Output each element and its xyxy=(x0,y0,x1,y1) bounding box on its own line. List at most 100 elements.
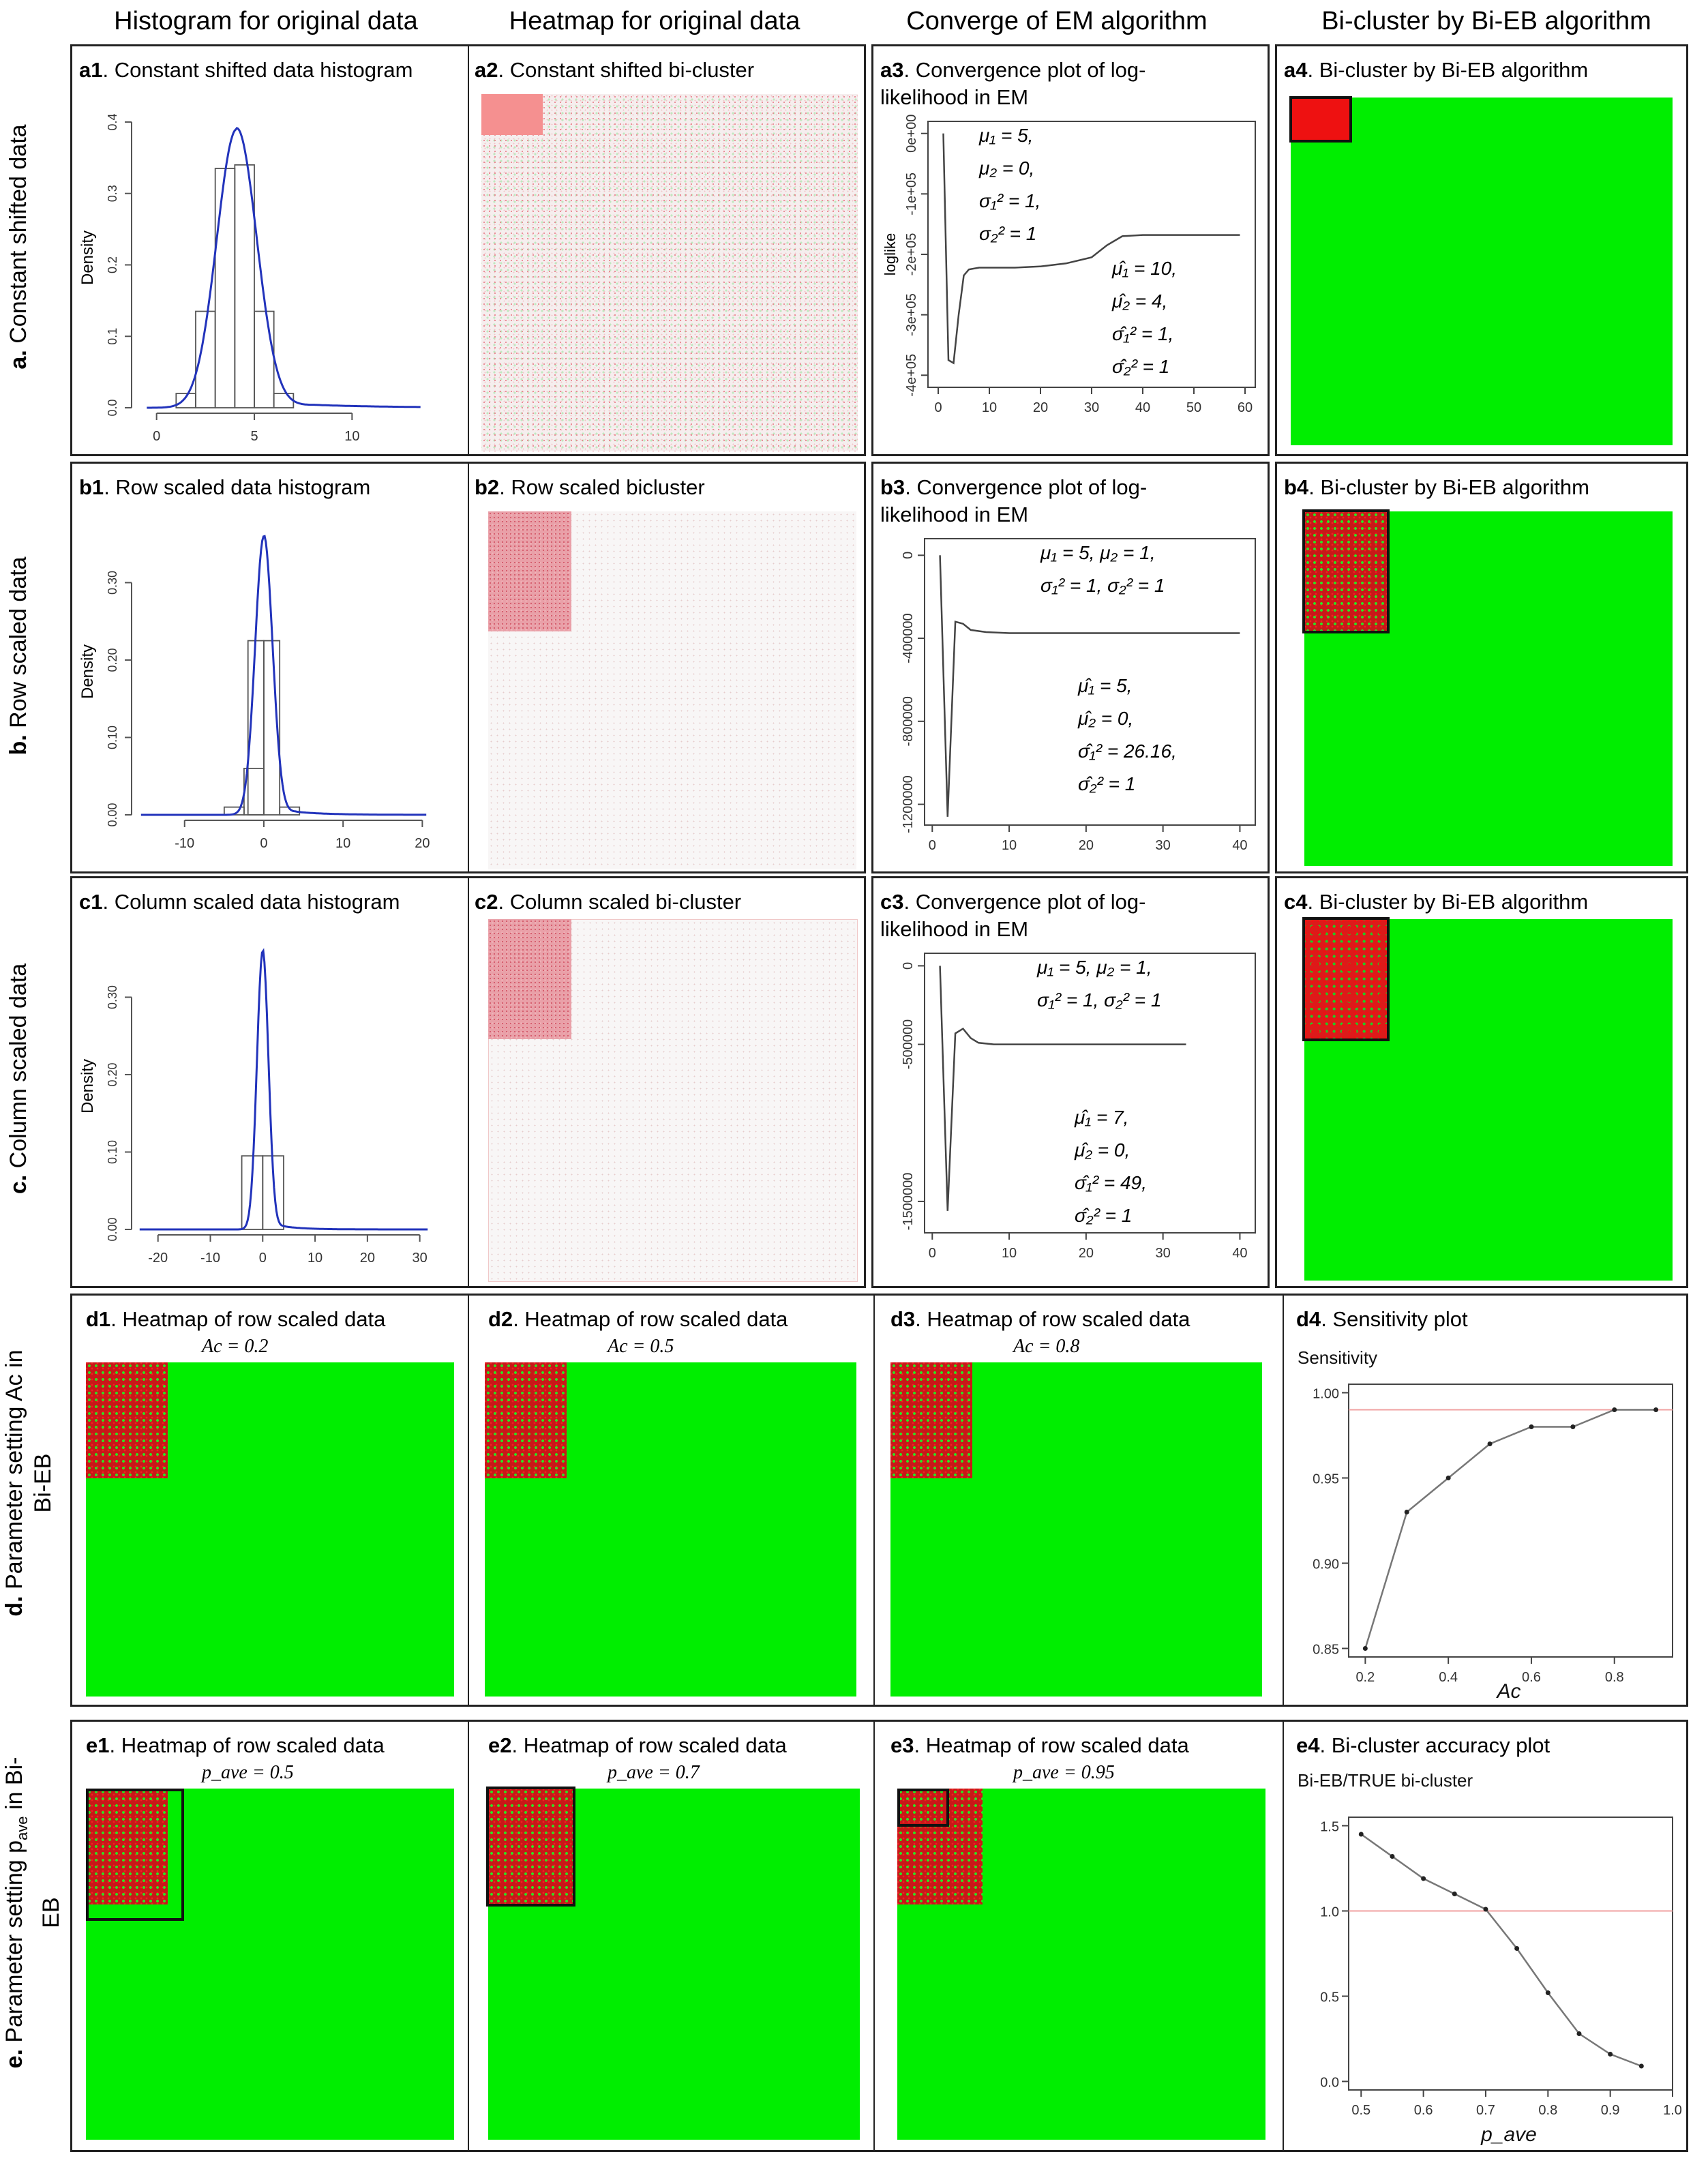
panel-group-c-left: c1. Column scaled data histogram -20 -10 0… xyxy=(70,876,866,1288)
true-params-text: σ₂² = 1 xyxy=(979,223,1036,244)
y-tick-label: 0.3 xyxy=(106,185,119,202)
data-point xyxy=(1404,1510,1409,1514)
y-tick-label: 0.4 xyxy=(106,113,119,130)
heatmap-a2-bicluster xyxy=(481,94,543,135)
y-axis-label: Density xyxy=(78,230,97,285)
x-tick-label: 5 xyxy=(250,429,258,444)
x-tick-label: 0 xyxy=(929,1246,936,1261)
true-params-text: μ₁ = 5, xyxy=(978,125,1033,146)
estimated-params-text: μ̂₂ = 0, xyxy=(1077,708,1133,729)
true-params-text: μ₁ = 5, μ₂ = 1, xyxy=(1040,542,1156,563)
estimated-params-text: σ̂₁² = 1, xyxy=(1112,323,1173,344)
heatmap-d2-bicluster xyxy=(485,1362,567,1478)
x-tick-label: 40 xyxy=(1232,1246,1247,1261)
x-tick-label: 40 xyxy=(1232,838,1247,853)
chart-e4: 0.5 0.6 0.7 0.8 0.9 1.0 0.0 0.5 1.0 1.5 Bi-EB/TRUE… xyxy=(1298,1770,1682,2146)
chart-a3: 0 10 20 30 40 50 60 -4e+05 -3e+05 -2e+05 -1e+05 0e+… xyxy=(882,115,1256,415)
param-e1: p_ave = 0.5 xyxy=(202,1762,294,1783)
y-axis-label: Bi-EB/TRUE bi-cluster xyxy=(1298,1770,1473,1791)
x-tick-label: 30 xyxy=(1084,400,1099,415)
y-tick-label: -1e+05 xyxy=(904,173,919,215)
y-tick-label: -800000 xyxy=(901,696,916,746)
x-tick-label: 20 xyxy=(1079,838,1094,853)
x-tick-label: 10 xyxy=(1002,838,1017,853)
histogram-bar xyxy=(273,393,295,408)
x-tick-label: 20 xyxy=(1079,1246,1094,1261)
panel-title-d1: d1. Heatmap of row scaled data xyxy=(86,1307,386,1331)
x-tick-label: 0.6 xyxy=(1522,1670,1541,1685)
data-point xyxy=(1483,1907,1488,1912)
heatmap-b2-bicluster xyxy=(488,511,571,631)
bicluster-block-c4 xyxy=(1304,919,1388,1039)
row-label-a: a. Constant shifted data xyxy=(5,124,31,370)
panel-title-e4: e4. Bi-cluster accuracy plot xyxy=(1296,1733,1550,1757)
panel-b3: b3. Convergence plot of log-likelihood i… xyxy=(871,462,1270,873)
bicluster-outline-e2 xyxy=(486,1787,575,1907)
x-tick-label: 10 xyxy=(982,400,997,415)
x-tick-label: 50 xyxy=(1186,400,1201,415)
y-axis-label: loglike xyxy=(882,233,899,275)
x-tick-label: 0 xyxy=(260,836,267,851)
panel-title-e2: e2. Heatmap of row scaled data xyxy=(488,1733,787,1757)
estimated-params-text: σ̂₁² = 26.16, xyxy=(1078,741,1177,762)
y-tick-label: 1.5 xyxy=(1320,1820,1339,1835)
panel-title-c1: c1. Column scaled data histogram xyxy=(79,890,400,914)
x-tick-label: 0 xyxy=(259,1251,267,1266)
data-point xyxy=(1362,1646,1368,1651)
panel-group-a-left: a1. Constant shifted data histogram 0 5 10… xyxy=(70,44,866,456)
x-tick-label: 20 xyxy=(415,836,430,851)
data-point xyxy=(1576,2031,1582,2036)
heatmap-d1-bicluster xyxy=(86,1362,168,1478)
bicluster-outline-b4 xyxy=(1302,509,1390,633)
x-tick-label: 0.4 xyxy=(1439,1670,1458,1685)
y-tick-label: -2e+05 xyxy=(904,233,919,276)
x-tick-label: 0 xyxy=(929,838,936,853)
estimated-params-text: σ̂₂² = 1 xyxy=(1078,773,1135,794)
bicluster-block-b4 xyxy=(1304,511,1388,631)
x-tick-label: 0.5 xyxy=(1351,2103,1370,2118)
data-point xyxy=(1421,1876,1426,1881)
heatmap-e2-bicluster xyxy=(488,1789,573,1904)
panel-a4: a4. Bi-cluster by Bi-EB algorithm xyxy=(1275,44,1688,456)
x-tick-label: 20 xyxy=(360,1251,375,1266)
data-point xyxy=(1390,1854,1395,1859)
panel-group-b-left: b1. Row scaled data histogram -10 0 10 20 0.… xyxy=(70,462,866,873)
y-tick-label: 0.00 xyxy=(106,1217,119,1241)
data-point xyxy=(1608,2052,1613,2057)
x-tick-label: 0.6 xyxy=(1414,2103,1433,2118)
param-d2: Ac = 0.5 xyxy=(608,1336,674,1357)
y-tick-label: 0 xyxy=(901,552,916,559)
estimated-params-text: μ̂₁ = 7, xyxy=(1074,1107,1128,1128)
density-curve xyxy=(140,535,427,816)
y-tick-label: 0 xyxy=(901,962,916,970)
y-tick-label: 0.30 xyxy=(106,985,119,1009)
y-tick-label: -4e+05 xyxy=(904,354,919,397)
chart-c1: -20 -10 0 10 20 30 0.00 0.10 0.20 0.30 Density xyxy=(78,948,428,1266)
column-title-histogram: Histogram for original data xyxy=(114,7,418,35)
data-point xyxy=(1445,1476,1451,1480)
heatmap-a2 xyxy=(481,94,858,451)
x-axis-label: p_ave xyxy=(1480,2123,1537,2146)
chart-a1: 0 5 10 0.0 0.1 0.2 0.3 0.4 Density xyxy=(78,113,421,444)
panel-title-c2: c2. Column scaled bi-cluster xyxy=(475,890,742,914)
true-params-text: μ₁ = 5, μ₂ = 1, xyxy=(1036,957,1152,978)
x-tick-label: 0.9 xyxy=(1601,2103,1620,2118)
y-tick-label: 0.20 xyxy=(106,648,119,672)
panel-title-a3: a3. Convergence plot of log-likelihood i… xyxy=(880,58,1146,109)
loglike-line xyxy=(939,966,1186,1211)
true-params-text: μ₂ = 0, xyxy=(978,158,1034,179)
x-tick-label: -20 xyxy=(148,1251,168,1266)
panel-title-a1: a1. Constant shifted data histogram xyxy=(79,58,413,82)
x-tick-label: 0.8 xyxy=(1538,2103,1557,2118)
chart-b3: 0 10 20 30 40 -1200000 -800000 -400000 0 μ₁ = 5, … xyxy=(901,538,1256,853)
heatmap-e1-bicluster xyxy=(86,1789,168,1904)
x-tick-label: 10 xyxy=(344,429,359,444)
x-tick-label: 60 xyxy=(1238,400,1253,415)
x-tick-label: 10 xyxy=(1002,1246,1017,1261)
bicluster-outline-e1 xyxy=(86,1789,184,1921)
panel-b4: b4. Bi-cluster by Bi-EB algorithm xyxy=(1275,462,1688,873)
param-e3: p_ave = 0.95 xyxy=(1013,1762,1115,1783)
y-tick-label: 0.85 xyxy=(1313,1643,1339,1658)
param-d1: Ac = 0.2 xyxy=(202,1336,269,1357)
y-tick-label: -500000 xyxy=(901,1019,916,1069)
